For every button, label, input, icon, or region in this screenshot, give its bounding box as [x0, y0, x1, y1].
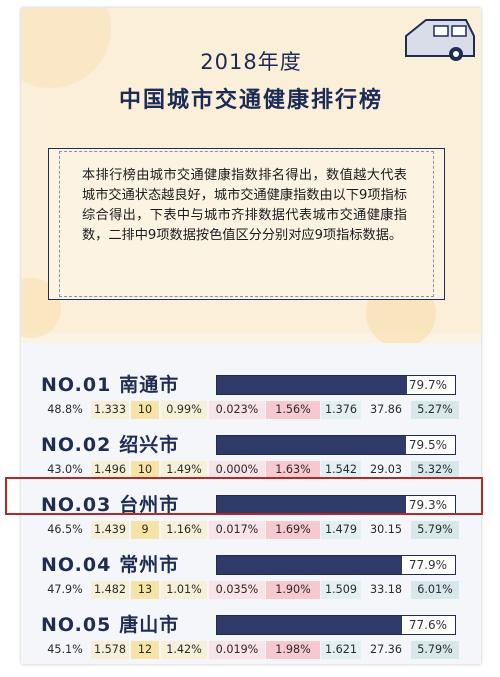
- city-name: 绍兴市: [119, 434, 180, 456]
- index-bar-fill: [217, 376, 407, 394]
- metric-value: 0.99%: [161, 401, 207, 419]
- index-bar-fill: [217, 556, 403, 574]
- metric-value: 1.376: [321, 401, 361, 419]
- metric-value: 12: [131, 641, 159, 659]
- metric-value: 45.1%: [41, 641, 89, 659]
- description-text: 本排行榜由城市交通健康指数排名得出，数值越大代表城市交通状态越良好，城市交通健康…: [82, 168, 407, 243]
- highlight-box: [5, 477, 483, 515]
- header-section: 2018年度 中国城市交通健康排行榜 本排行榜由城市交通健康指数排名得出，数值越…: [21, 8, 481, 348]
- metric-value: 1.479: [321, 521, 361, 539]
- ranking-row: NO.02 绍兴市 79.5% 43.0% 1.496 10 1.49% 0.000% 1.63…: [21, 431, 481, 491]
- metric-value: 1.542: [321, 461, 361, 479]
- metric-value: 30.15: [363, 521, 409, 539]
- index-value: 77.6%: [408, 618, 447, 632]
- metric-value: 43.0%: [41, 461, 89, 479]
- city-name: 唐山市: [119, 614, 180, 636]
- ranking-row: NO.01 南通市 79.7% 48.8% 1.333 10 0.99% 0.023% 1.56…: [21, 371, 481, 431]
- metric-value: 46.5%: [41, 521, 89, 539]
- metric-value: 27.36: [363, 641, 409, 659]
- index-bar: 77.9%: [216, 555, 456, 575]
- vehicle-illustration-icon: [405, 19, 475, 61]
- index-bar: 77.6%: [216, 615, 456, 635]
- metric-value: 0.000%: [209, 461, 265, 479]
- title-year: 2018年度: [200, 50, 302, 74]
- rank-number: NO.01: [41, 374, 112, 396]
- metric-value: 1.509: [321, 581, 361, 599]
- metric-value: 1.439: [91, 521, 129, 539]
- metric-value: 48.8%: [41, 401, 89, 419]
- ranking-row: NO.04 常州市 77.9% 47.9% 1.482 13 1.01% 0.035% 1.90…: [21, 551, 481, 611]
- metric-value: 0.035%: [209, 581, 265, 599]
- metric-value: 1.621: [321, 641, 361, 659]
- metric-value: 1.16%: [161, 521, 207, 539]
- metric-value: 1.333: [91, 401, 129, 419]
- rank-label: NO.05 唐山市: [41, 611, 179, 639]
- metric-value: 6.01%: [411, 581, 459, 599]
- metric-value: 1.63%: [266, 461, 320, 479]
- page-title: 中国城市交通健康排行榜: [118, 88, 383, 113]
- metric-value: 10: [131, 461, 159, 479]
- city-name: 常州市: [119, 554, 180, 576]
- metric-value: 5.27%: [411, 401, 459, 419]
- index-bar: 79.5%: [216, 435, 456, 455]
- metric-value: 33.18: [363, 581, 409, 599]
- metric-value: 1.42%: [161, 641, 207, 659]
- metric-value: 1.578: [91, 641, 129, 659]
- index-value: 77.9%: [408, 558, 447, 572]
- metric-value: 1.98%: [266, 641, 320, 659]
- metric-value: 37.86: [363, 401, 409, 419]
- rank-label: NO.03 台州市: [41, 491, 179, 519]
- index-bar-fill: [217, 616, 402, 634]
- index-bar-fill: [217, 496, 406, 514]
- rank-label: NO.04 常州市: [41, 551, 179, 579]
- metric-value: 1.49%: [161, 461, 207, 479]
- metric-value: 10: [131, 401, 159, 419]
- metric-value: 13: [131, 581, 159, 599]
- metric-value: 9: [131, 521, 159, 539]
- index-bar: 79.7%: [216, 375, 456, 395]
- metric-value: 1.496: [91, 461, 129, 479]
- index-bar: 79.3%: [216, 495, 456, 515]
- rank-number: NO.02: [41, 434, 112, 456]
- rank-label: NO.02 绍兴市: [41, 431, 179, 459]
- index-bar-fill: [217, 436, 407, 454]
- metric-value: 1.90%: [266, 581, 320, 599]
- description-box: 本排行榜由城市交通健康指数排名得出，数值越大代表城市交通状态越良好，城市交通健康…: [48, 148, 445, 300]
- index-value: 79.7%: [408, 378, 447, 392]
- metric-value: 0.019%: [209, 641, 265, 659]
- rank-label: NO.01 南通市: [41, 371, 179, 399]
- metric-value: 47.9%: [41, 581, 89, 599]
- metric-value: 5.79%: [411, 521, 459, 539]
- rank-number: NO.04: [41, 554, 112, 576]
- rank-number: NO.05: [41, 614, 112, 636]
- ranking-section: NO.01 南通市 79.7% 48.8% 1.333 10 0.99% 0.023% 1.56…: [21, 343, 481, 664]
- metric-value: 0.023%: [209, 401, 265, 419]
- metric-value: 5.32%: [411, 461, 459, 479]
- metric-value: 29.03: [363, 461, 409, 479]
- index-value: 79.3%: [408, 498, 447, 512]
- metric-value: 1.69%: [266, 521, 320, 539]
- metric-value: 5.79%: [411, 641, 459, 659]
- metric-value: 1.56%: [266, 401, 320, 419]
- description-dashed-border: [59, 151, 434, 297]
- city-name: 南通市: [119, 374, 180, 396]
- metric-value: 1.482: [91, 581, 129, 599]
- rank-number: NO.03: [41, 494, 112, 516]
- index-value: 79.5%: [408, 438, 447, 452]
- ranking-row: NO.03 台州市 79.3% 46.5% 1.439 9 1.16% 0.017% 1.69%…: [21, 491, 481, 551]
- metric-value: 1.01%: [161, 581, 207, 599]
- city-name: 台州市: [119, 494, 180, 516]
- infographic-card: 2018年度 中国城市交通健康排行榜 本排行榜由城市交通健康指数排名得出，数值越…: [21, 8, 481, 664]
- metric-value: 0.017%: [209, 521, 265, 539]
- ranking-row: NO.05 唐山市 77.6% 45.1% 1.578 12 1.42% 0.019% 1.98…: [21, 611, 481, 664]
